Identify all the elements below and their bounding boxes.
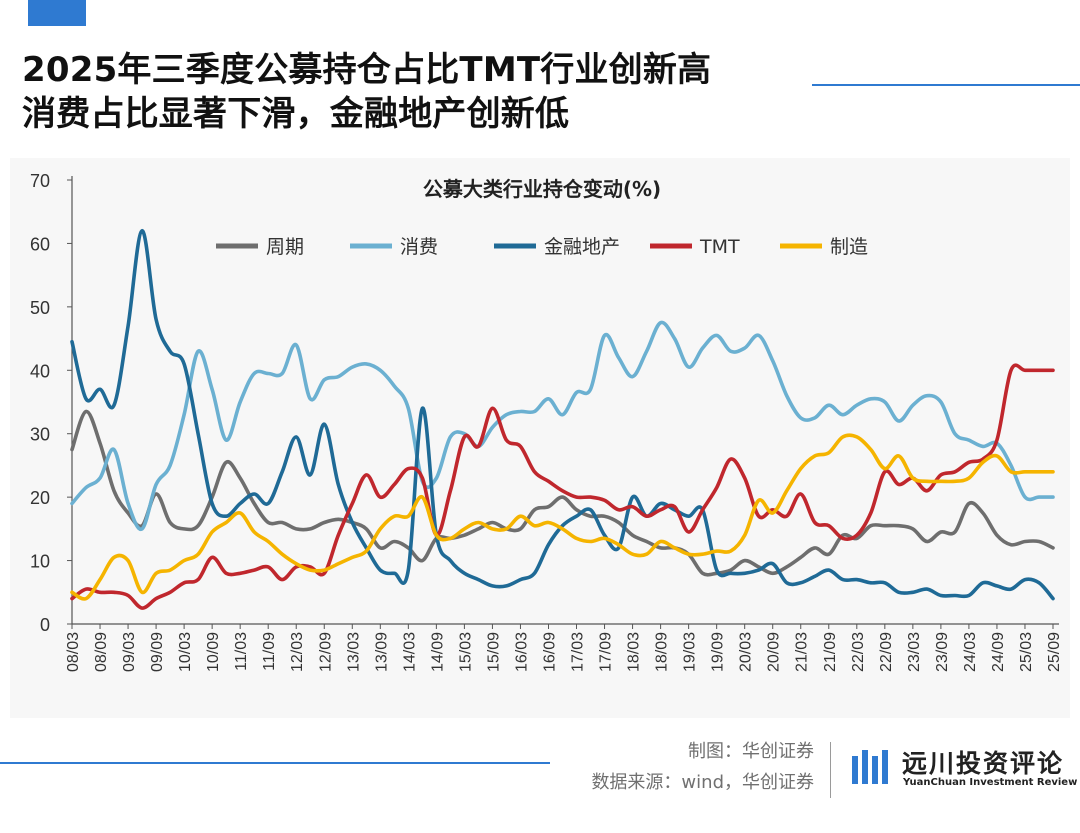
bottom-divider-line: [0, 762, 550, 764]
axes-layer: 0 10 20 30 40 50 60 70 08/03 08/09 09/03 09/09 10/03…: [30, 171, 1063, 672]
x-tick-label: 20/03: [738, 632, 755, 672]
data-source-text: 数据来源：wind，华创证券: [591, 772, 814, 793]
x-tick-label: 25/09: [1046, 632, 1063, 672]
x-tick-label: 19/09: [710, 632, 727, 672]
y-tick-label: 70: [30, 171, 50, 191]
series-layer: [70, 228, 1055, 610]
x-tick-label: 20/09: [766, 632, 783, 672]
brand-english-name: YuanChuan Investment Review: [903, 777, 1078, 788]
brand-name: 远川投资评论: [902, 749, 1065, 778]
x-tick-label: 18/09: [654, 632, 671, 672]
y-tick-label: 30: [30, 425, 50, 445]
x-tick-label: 15/09: [485, 632, 502, 672]
x-tick-label: 12/03: [289, 632, 306, 672]
x-tick-label: 22/03: [850, 632, 867, 672]
series-line-3: [70, 363, 1055, 610]
legend-label: TMT: [699, 236, 740, 258]
x-tick-label: 21/09: [822, 632, 839, 672]
chart-panel: 0 10 20 30 40 50 60 70 08/03 08/09 09/03 09/09 10/03…: [10, 158, 1070, 718]
x-tick-label: 16/03: [513, 632, 530, 672]
page-headline: 2025年三季度公募持仓占比TMT行业创新高 消费占比显著下滑，金融地产创新低: [22, 48, 802, 136]
legend-label: 金融地产: [544, 236, 620, 258]
y-tick-label: 0: [40, 615, 50, 635]
x-tick-label: 13/09: [373, 632, 390, 672]
x-tick-label: 09/03: [121, 632, 138, 672]
x-tick-label: 09/09: [149, 632, 166, 672]
brand-divider: [830, 742, 831, 798]
x-tick-label: 23/09: [934, 632, 951, 672]
x-tick-label: 12/09: [317, 632, 334, 672]
series-line-1: [70, 320, 1055, 532]
chart-maker-text: 制图：华创证券: [688, 741, 814, 762]
top-divider-line: [812, 84, 1080, 86]
x-tick-label: 10/09: [205, 632, 222, 672]
x-tick-label: 11/03: [233, 632, 250, 671]
top-accent-block: [28, 0, 86, 26]
x-tick-label: 24/09: [990, 632, 1007, 672]
brand-logo-icon: [852, 750, 888, 784]
chart-title: 公募大类行业持仓变动(%): [423, 177, 661, 201]
line-chart: 0 10 20 30 40 50 60 70 08/03 08/09 09/03 09/09 10/03…: [30, 171, 1063, 672]
x-tick-label: 10/03: [177, 632, 194, 672]
x-tick-label: 11/09: [261, 632, 278, 671]
series-line-2: [70, 228, 1055, 601]
series-line-0: [70, 409, 1055, 577]
x-tick-label: 08/09: [93, 632, 110, 672]
legend-label: 周期: [266, 236, 304, 258]
x-tick-label: 21/03: [794, 632, 811, 672]
x-tick-label: 14/09: [429, 632, 446, 672]
legend: 周期 消费 金融地产 TMT 制造: [216, 236, 868, 258]
headline-line-1: 2025年三季度公募持仓占比TMT行业创新高: [22, 50, 712, 90]
x-tick-label: 15/03: [457, 632, 474, 672]
y-tick-label: 60: [30, 234, 50, 254]
y-tick-label: 20: [30, 488, 50, 508]
legend-label: 制造: [830, 236, 868, 258]
x-tick-label: 25/03: [1018, 632, 1035, 672]
headline-line-2: 消费占比显著下滑，金融地产创新低: [22, 94, 570, 134]
x-tick-label: 19/03: [682, 632, 699, 672]
y-tick-label: 50: [30, 298, 50, 318]
source-note: 制图：华创证券 数据来源：wind，华创证券: [591, 736, 814, 798]
x-tick-label: 18/03: [626, 632, 643, 672]
x-tick-label: 22/09: [878, 632, 895, 672]
x-tick-label: 13/03: [345, 632, 362, 672]
y-tick-label: 10: [30, 552, 50, 572]
x-tick-label: 16/09: [541, 632, 558, 672]
x-tick-label: 24/03: [962, 632, 979, 672]
series-line-4: [70, 433, 1055, 601]
x-tick-label: 17/03: [570, 632, 587, 672]
x-tick-label: 23/03: [906, 632, 923, 672]
legend-label: 消费: [400, 236, 438, 258]
x-tick-label: 14/03: [401, 632, 418, 672]
x-tick-label: 17/09: [598, 632, 615, 672]
x-tick-label: 08/03: [65, 632, 82, 672]
y-tick-label: 40: [30, 361, 50, 381]
